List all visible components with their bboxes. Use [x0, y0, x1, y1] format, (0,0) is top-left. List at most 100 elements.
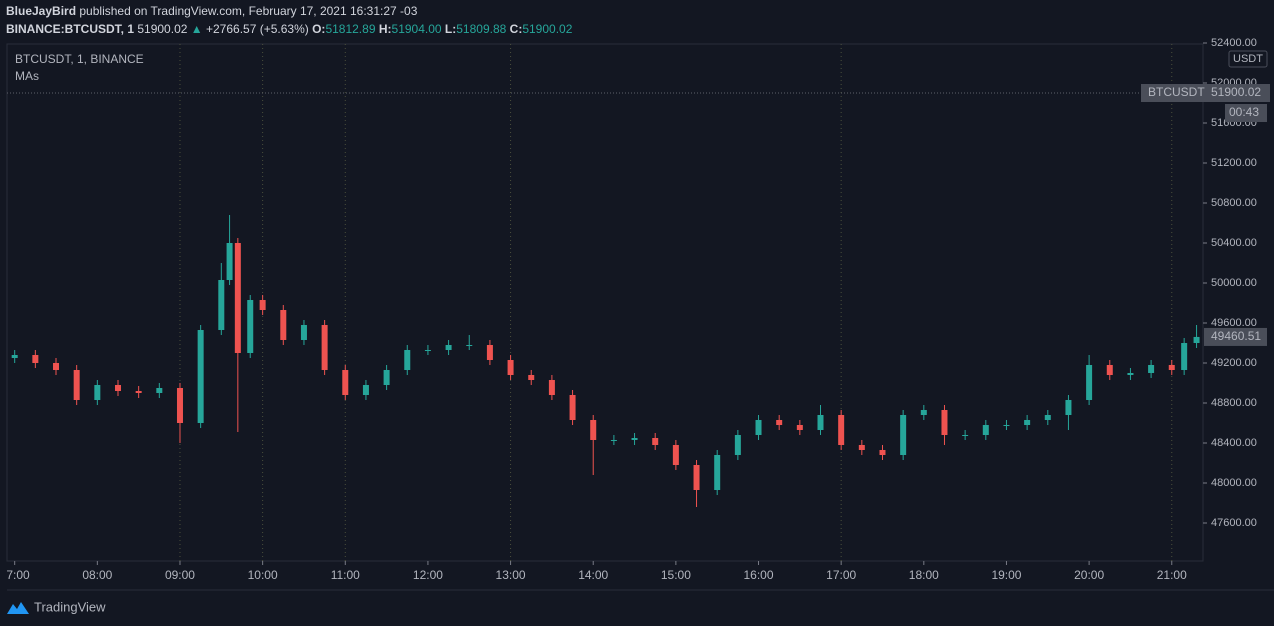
- plot-frame: [6, 43, 1204, 562]
- x-tick-label: 11:00: [331, 568, 360, 582]
- candle-body: [1127, 373, 1134, 375]
- ohlc-label: L:: [445, 22, 456, 36]
- candle-body: [796, 425, 803, 430]
- candle-body: [321, 325, 328, 370]
- candle-body: [858, 445, 865, 450]
- x-tick-label: 20:00: [1074, 568, 1104, 582]
- candle-body: [11, 355, 18, 358]
- candle-body: [486, 345, 493, 360]
- ohlc-value: 51809.88: [456, 22, 506, 36]
- candle-body: [383, 370, 390, 385]
- candle-body: [1168, 365, 1175, 370]
- x-tick-label: 7:00: [6, 568, 30, 582]
- last: 51900.02: [137, 22, 187, 36]
- last-price-bg: [1204, 327, 1267, 346]
- ohlc-value: 51812.89: [325, 22, 375, 36]
- x-tick-label: 13:00: [496, 568, 526, 582]
- candle-body: [218, 280, 225, 330]
- ohlc-label: O:: [312, 22, 325, 36]
- candle-body: [879, 450, 886, 455]
- candle-body: [1086, 365, 1093, 400]
- candle-body: [466, 345, 473, 346]
- candle-body: [424, 350, 431, 351]
- candle-body: [548, 380, 555, 395]
- y-tick-label: 48800.00: [1211, 397, 1257, 409]
- candle-body: [94, 385, 101, 400]
- candle-body: [714, 455, 721, 490]
- candle-body: [362, 385, 369, 395]
- header-line: BlueJayBird published on TradingView.com…: [6, 4, 418, 18]
- y-tick-label: 48000.00: [1211, 477, 1257, 489]
- candle-body: [259, 300, 266, 310]
- candle-body: [610, 440, 617, 441]
- x-tick-label: 10:00: [248, 568, 278, 582]
- candle-body: [755, 420, 762, 435]
- candle-body: [342, 370, 349, 395]
- candle-body: [1024, 420, 1031, 425]
- y-tick-label: 50800.00: [1211, 197, 1257, 209]
- x-tick-label: 08:00: [82, 568, 112, 582]
- currency-box: [1228, 50, 1268, 68]
- candle-body: [197, 330, 204, 423]
- y-tick-label: 50400.00: [1211, 237, 1257, 249]
- candle-body: [982, 425, 989, 435]
- candle-body: [32, 355, 39, 363]
- candle-body: [114, 385, 121, 391]
- candle-body: [404, 350, 411, 370]
- candle-body: [962, 435, 969, 436]
- candle-body: [569, 395, 576, 420]
- candle-body: [445, 345, 452, 350]
- candle-body: [652, 438, 659, 445]
- candle-body: [693, 465, 700, 490]
- candle-body: [53, 363, 60, 370]
- y-tick-label: 47600.00: [1211, 517, 1257, 529]
- x-tick-label: 17:00: [826, 568, 856, 582]
- candle-body: [176, 388, 183, 423]
- x-tick-label: 14:00: [578, 568, 608, 582]
- y-tick-label: 52400.00: [1211, 37, 1257, 49]
- symbol-line: BINANCE:BTCUSDT, 1 51900.02 ▲ +2766.57 (…: [6, 22, 573, 36]
- x-tick-label: 16:00: [744, 568, 774, 582]
- candle-body: [838, 415, 845, 445]
- candle-body: [156, 388, 163, 393]
- y-tick-label: 49600.00: [1211, 317, 1257, 329]
- y-tick-label: 48400.00: [1211, 437, 1257, 449]
- x-tick-label: 18:00: [909, 568, 939, 582]
- tv-logo: [7, 602, 29, 614]
- x-tick-label: 15:00: [661, 568, 691, 582]
- candle-body: [507, 360, 514, 375]
- candle-body: [1148, 365, 1155, 373]
- indicator: MAs: [15, 69, 39, 83]
- candle-body: [1106, 365, 1113, 375]
- currency: USDT: [1233, 53, 1263, 65]
- price-tag-value: 51900.02: [1211, 85, 1261, 99]
- ohlc-label: C:: [510, 22, 523, 36]
- candle-body: [1181, 343, 1188, 370]
- x-tick-label: 19:00: [991, 568, 1021, 582]
- candle-body: [672, 445, 679, 465]
- y-tick-label: 51200.00: [1211, 157, 1257, 169]
- brand: TradingView: [34, 599, 106, 614]
- candle-body: [1003, 425, 1010, 426]
- candle-body: [941, 410, 948, 435]
- candle-body: [73, 370, 80, 400]
- legend: BTCUSDT, 1, BINANCE: [15, 52, 144, 66]
- x-tick-label: 21:00: [1157, 568, 1187, 582]
- change: +2766.57 (+5.63%): [206, 22, 309, 36]
- y-tick-label: 49200.00: [1211, 357, 1257, 369]
- x-tick-label: 12:00: [413, 568, 443, 582]
- symbol: BINANCE:BTCUSDT, 1: [6, 22, 134, 36]
- author: BlueJayBird: [6, 4, 76, 18]
- countdown-bg: [1225, 103, 1267, 122]
- candle-body: [528, 375, 535, 380]
- candle-body: [226, 243, 233, 280]
- arrow: ▲: [191, 22, 203, 36]
- price-tag-name: BTCUSDT: [1148, 85, 1205, 99]
- candle-body: [1193, 336, 1200, 343]
- y-tick-label: 50000.00: [1211, 277, 1257, 289]
- ohlc-value: 51904.00: [392, 22, 442, 36]
- candle-body: [247, 300, 254, 353]
- candle-body: [280, 310, 287, 340]
- candle-body: [590, 420, 597, 440]
